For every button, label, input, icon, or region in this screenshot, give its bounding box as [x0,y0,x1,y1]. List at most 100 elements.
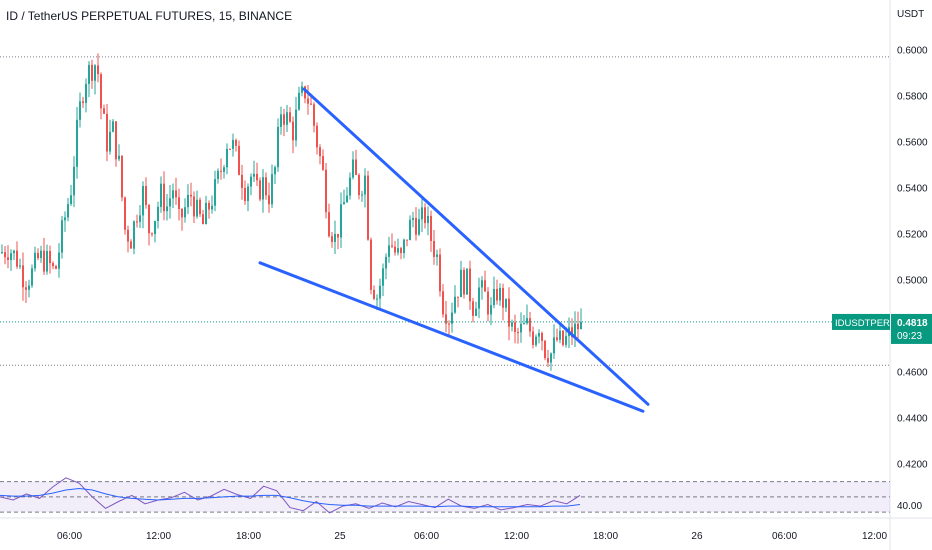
symbol-tag-label: IDUSDTPERP [835,318,896,329]
candle-body [244,187,246,202]
candle-body [454,296,456,313]
candle-body [91,64,93,81]
candle-body [166,206,168,212]
time-tick-label: 18:00 [593,531,618,542]
candle-body [4,252,6,258]
candle-body [130,241,132,249]
candle-body [451,312,453,324]
candle-body [280,114,282,127]
candle-body [43,250,45,272]
candle-body [334,233,336,242]
price-tick-label: 0.5200 [897,230,928,241]
time-tick-label: 25 [334,531,346,542]
candle-body [145,186,147,206]
time-tick-label: 06:00 [772,531,797,542]
candle-body [133,221,135,249]
candle-body [274,167,276,175]
candle-body [532,331,534,345]
candle-body [421,207,423,220]
candle-body [538,332,540,337]
candle-body [559,330,561,340]
candle-body [535,336,537,345]
candle-body [238,145,240,175]
candle-body [235,139,237,146]
candle-body [28,285,30,290]
candle-body [49,251,51,264]
candle-body [139,215,141,222]
candle-body [31,268,33,286]
candle-body [544,340,546,359]
candle-body [55,266,57,269]
candle-body [118,155,120,160]
candle-body [529,318,531,332]
candle-body [289,112,291,122]
candle-body [475,308,477,316]
candle-body [316,125,318,148]
candle-body [79,101,81,120]
candle-body [397,248,399,253]
candle-body [526,318,528,324]
candle-body [379,285,381,299]
candle-body [268,195,270,205]
candle-body [46,251,48,272]
candle-body [388,245,390,257]
candle-body [394,246,396,253]
candle-body [496,288,498,301]
price-tick-label: 0.5400 [897,184,928,195]
candle-body [562,330,564,345]
candle-body [331,236,333,242]
candle-body [13,250,15,254]
candle-body [256,173,258,181]
candle-body [136,221,138,223]
candle-body [214,179,216,206]
candle-body [265,177,267,196]
candle-body [100,74,102,109]
candle-body [226,148,228,168]
candle-body [142,186,144,216]
candle-body [307,98,309,104]
candle-body [424,207,426,224]
candle-body [181,208,183,218]
upper-trendline[interactable] [302,87,650,406]
candle-body [262,177,264,200]
candle-body [22,265,24,288]
candle-body [115,121,117,160]
candle-body [442,291,444,315]
time-tick-label: 06:00 [414,531,439,542]
candle-body [295,109,297,141]
candle-body [148,205,150,234]
candle-body [439,254,441,292]
candle-body [370,239,372,290]
candle-body [109,131,111,152]
symbol-tag [832,313,890,330]
candle-body [382,268,384,286]
candle-body [127,229,129,242]
candle-body [361,194,363,196]
candle-body [253,173,255,177]
candle-body [19,265,21,267]
candle-body [217,170,219,180]
candle-body [355,159,357,175]
candle-body [565,336,567,345]
price-tag [891,313,932,344]
lower-trendline[interactable] [258,261,645,413]
candle-body [241,174,243,188]
candle-body [340,204,342,238]
candle-body [157,206,159,222]
candle-body [430,215,432,242]
candle-body [400,248,402,254]
candle-body [196,199,198,217]
candle-body [364,175,366,195]
candle-body [478,287,480,309]
price-tick-label: 0.5000 [897,276,928,287]
candle-body [10,253,12,261]
candle-body [325,169,327,213]
price-tag-countdown: 09:23 [897,331,922,342]
candle-body [580,321,582,330]
candle-body [337,233,339,238]
candle-body [187,194,189,208]
candle-body [322,156,324,170]
price-tick-label: 0.5600 [897,137,928,148]
candle-body [70,195,72,205]
